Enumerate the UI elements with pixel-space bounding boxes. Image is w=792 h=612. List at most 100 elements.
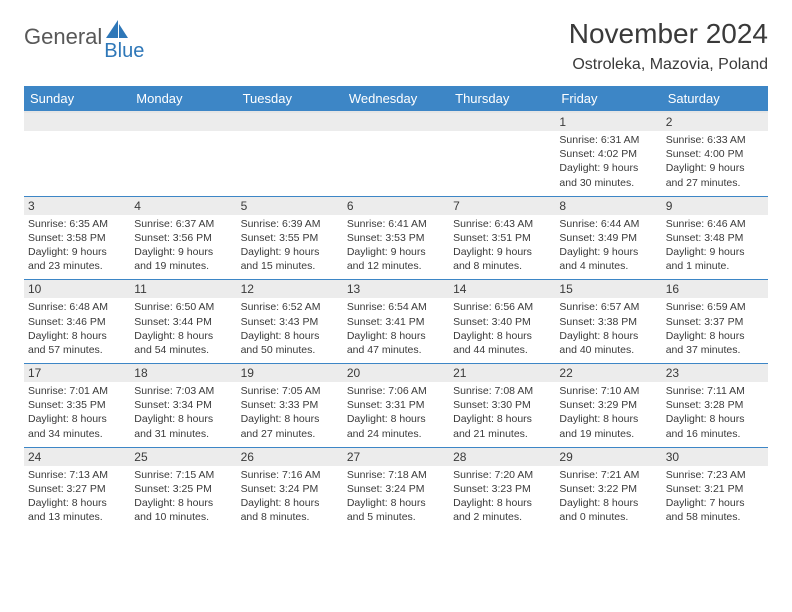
daylight-text: Daylight: 8 hours and 47 minutes.	[347, 329, 445, 357]
daylight-text: Daylight: 8 hours and 24 minutes.	[347, 412, 445, 440]
day-content: Sunrise: 6:41 AMSunset: 3:53 PMDaylight:…	[343, 215, 449, 280]
sunset-text: Sunset: 3:24 PM	[347, 482, 445, 496]
day-number: 28	[449, 448, 555, 466]
sunset-text: Sunset: 3:35 PM	[28, 398, 126, 412]
sunset-text: Sunset: 3:49 PM	[559, 231, 657, 245]
day-content	[449, 131, 555, 153]
calendar-day-cell: 9 Sunrise: 6:46 AMSunset: 3:48 PMDaylight…	[662, 196, 768, 280]
daylight-text: Daylight: 9 hours and 23 minutes.	[28, 245, 126, 273]
daylight-text: Daylight: 8 hours and 50 minutes.	[241, 329, 339, 357]
day-number: 3	[24, 197, 130, 215]
daylight-text: Daylight: 8 hours and 19 minutes.	[559, 412, 657, 440]
calendar-week-row: 17 Sunrise: 7:01 AMSunset: 3:35 PM Dayligh…	[24, 364, 768, 448]
daylight-text: Daylight: 8 hours and 40 minutes.	[559, 329, 657, 357]
sunset-text: Sunset: 3:41 PM	[347, 315, 445, 329]
daylight-text: Daylight: 9 hours and 12 minutes.	[347, 245, 445, 273]
calendar-day-cell: 25Sunrise: 7:15 AMSunset: 3:25 PMDayligh…	[130, 447, 236, 530]
daylight-text: Daylight: 8 hours and 13 minutes.	[28, 496, 126, 524]
sunrise-text: Sunrise: 6:41 AM	[347, 217, 445, 231]
day-number: 20	[343, 364, 449, 382]
sunrise-text: Sunrise: 7:13 AM	[28, 468, 126, 482]
daylight-text: Daylight: 9 hours and 30 minutes.	[559, 161, 657, 189]
calendar-day-cell: 24Sunrise: 7:13 AMSunset: 3:27 PMDayligh…	[24, 447, 130, 530]
sunrise-text: Sunrise: 7:01 AM	[28, 384, 126, 398]
calendar-day-cell: 29Sunrise: 7:21 AMSunset: 3:22 PMDayligh…	[555, 447, 661, 530]
day-number: 17	[24, 364, 130, 382]
daylight-text: Daylight: 8 hours and 2 minutes.	[453, 496, 551, 524]
day-content: Sunrise: 6:50 AMSunset: 3:44 PMDaylight:…	[130, 298, 236, 363]
day-number	[343, 113, 449, 131]
sunset-text: Sunset: 3:40 PM	[453, 315, 551, 329]
day-number: 14	[449, 280, 555, 298]
sunrise-text: Sunrise: 7:23 AM	[666, 468, 764, 482]
sunrise-text: Sunrise: 6:44 AM	[559, 217, 657, 231]
day-number: 9	[662, 197, 768, 215]
calendar-day-cell: 17Sunrise: 7:01 AMSunset: 3:35 PMDayligh…	[24, 364, 130, 448]
day-content	[237, 131, 343, 153]
day-number: 22	[555, 364, 661, 382]
calendar-day-cell: 4Sunrise: 6:37 AMSunset: 3:56 PMDaylight…	[130, 196, 236, 280]
calendar-day-cell: 7Sunrise: 6:43 AMSunset: 3:51 PMDaylight…	[449, 196, 555, 280]
day-number: 18	[130, 364, 236, 382]
day-number: 13	[343, 280, 449, 298]
day-content: Sunrise: 7:15 AMSunset: 3:25 PMDaylight:…	[130, 466, 236, 531]
sunrise-text: Sunrise: 7:21 AM	[559, 468, 657, 482]
day-content: Sunrise: 6:37 AMSunset: 3:56 PMDaylight:…	[130, 215, 236, 280]
daylight-text: Daylight: 8 hours and 8 minutes.	[241, 496, 339, 524]
sunset-text: Sunset: 3:58 PM	[28, 231, 126, 245]
daylight-text: Daylight: 9 hours and 1 minute.	[666, 245, 764, 273]
daylight-text: Daylight: 8 hours and 0 minutes.	[559, 496, 657, 524]
day-content: Sunrise: 7:05 AMSunset: 3:33 PMDaylight:…	[237, 382, 343, 447]
sunset-text: Sunset: 3:34 PM	[134, 398, 232, 412]
calendar-day-cell	[237, 112, 343, 196]
daylight-text: Daylight: 8 hours and 27 minutes.	[241, 412, 339, 440]
day-content: Sunrise: 6:31 AMSunset: 4:02 PMDaylight:…	[555, 131, 661, 196]
calendar-day-cell: 18Sunrise: 7:03 AMSunset: 3:34 PMDayligh…	[130, 364, 236, 448]
sunset-text: Sunset: 3:46 PM	[28, 315, 126, 329]
day-number: 23	[662, 364, 768, 382]
daylight-text: Daylight: 8 hours and 31 minutes.	[134, 412, 232, 440]
day-content: Sunrise: 6:43 AMSunset: 3:51 PMDaylight:…	[449, 215, 555, 280]
sunrise-text: Sunrise: 6:50 AM	[134, 300, 232, 314]
calendar-day-cell: 30Sunrise: 7:23 AMSunset: 3:21 PMDayligh…	[662, 447, 768, 530]
calendar-day-cell: 19Sunrise: 7:05 AMSunset: 3:33 PMDayligh…	[237, 364, 343, 448]
day-number: 8	[555, 197, 661, 215]
sunrise-text: Sunrise: 6:33 AM	[666, 133, 764, 147]
sunset-text: Sunset: 3:27 PM	[28, 482, 126, 496]
sunrise-text: Sunrise: 6:39 AM	[241, 217, 339, 231]
sunset-text: Sunset: 3:30 PM	[453, 398, 551, 412]
sunset-text: Sunset: 3:43 PM	[241, 315, 339, 329]
sunset-text: Sunset: 3:23 PM	[453, 482, 551, 496]
sunrise-text: Sunrise: 7:05 AM	[241, 384, 339, 398]
day-number: 29	[555, 448, 661, 466]
sunset-text: Sunset: 3:48 PM	[666, 231, 764, 245]
calendar-week-row: 1Sunrise: 6:31 AMSunset: 4:02 PMDaylight…	[24, 112, 768, 196]
day-content: Sunrise: 7:11 AMSunset: 3:28 PMDaylight:…	[662, 382, 768, 447]
calendar-day-cell: 26Sunrise: 7:16 AMSunset: 3:24 PMDayligh…	[237, 447, 343, 530]
day-content: Sunrise: 6:52 AMSunset: 3:43 PMDaylight:…	[237, 298, 343, 363]
brand-logo: General Blue	[24, 24, 168, 50]
sunset-text: Sunset: 3:28 PM	[666, 398, 764, 412]
weekday-header: Tuesday	[237, 86, 343, 112]
sunset-text: Sunset: 3:24 PM	[241, 482, 339, 496]
location-text: Ostroleka, Mazovia, Poland	[569, 56, 768, 74]
sunset-text: Sunset: 3:38 PM	[559, 315, 657, 329]
sunset-text: Sunset: 3:31 PM	[347, 398, 445, 412]
day-content	[24, 131, 130, 153]
day-content: Sunrise: 7:08 AMSunset: 3:30 PMDaylight:…	[449, 382, 555, 447]
sunset-text: Sunset: 3:51 PM	[453, 231, 551, 245]
sunrise-text: Sunrise: 7:20 AM	[453, 468, 551, 482]
calendar-day-cell: 27Sunrise: 7:18 AMSunset: 3:24 PMDayligh…	[343, 447, 449, 530]
sunrise-text: Sunrise: 6:54 AM	[347, 300, 445, 314]
page-header: General Blue November 2024 Ostroleka, Ma…	[24, 18, 768, 74]
calendar-day-cell: 14Sunrise: 6:56 AMSunset: 3:40 PMDayligh…	[449, 280, 555, 364]
sunset-text: Sunset: 3:33 PM	[241, 398, 339, 412]
sunrise-text: Sunrise: 6:46 AM	[666, 217, 764, 231]
day-content: Sunrise: 7:18 AMSunset: 3:24 PMDaylight:…	[343, 466, 449, 531]
calendar-day-cell: 12Sunrise: 6:52 AMSunset: 3:43 PMDayligh…	[237, 280, 343, 364]
calendar-day-cell: 15Sunrise: 6:57 AMSunset: 3:38 PMDayligh…	[555, 280, 661, 364]
calendar-day-cell: 5Sunrise: 6:39 AMSunset: 3:55 PMDaylight…	[237, 196, 343, 280]
daylight-text: Daylight: 9 hours and 27 minutes.	[666, 161, 764, 189]
calendar-day-cell: 2Sunrise: 6:33 AMSunset: 4:00 PMDaylight…	[662, 112, 768, 196]
day-content: Sunrise: 6:48 AMSunset: 3:46 PMDaylight:…	[24, 298, 130, 363]
